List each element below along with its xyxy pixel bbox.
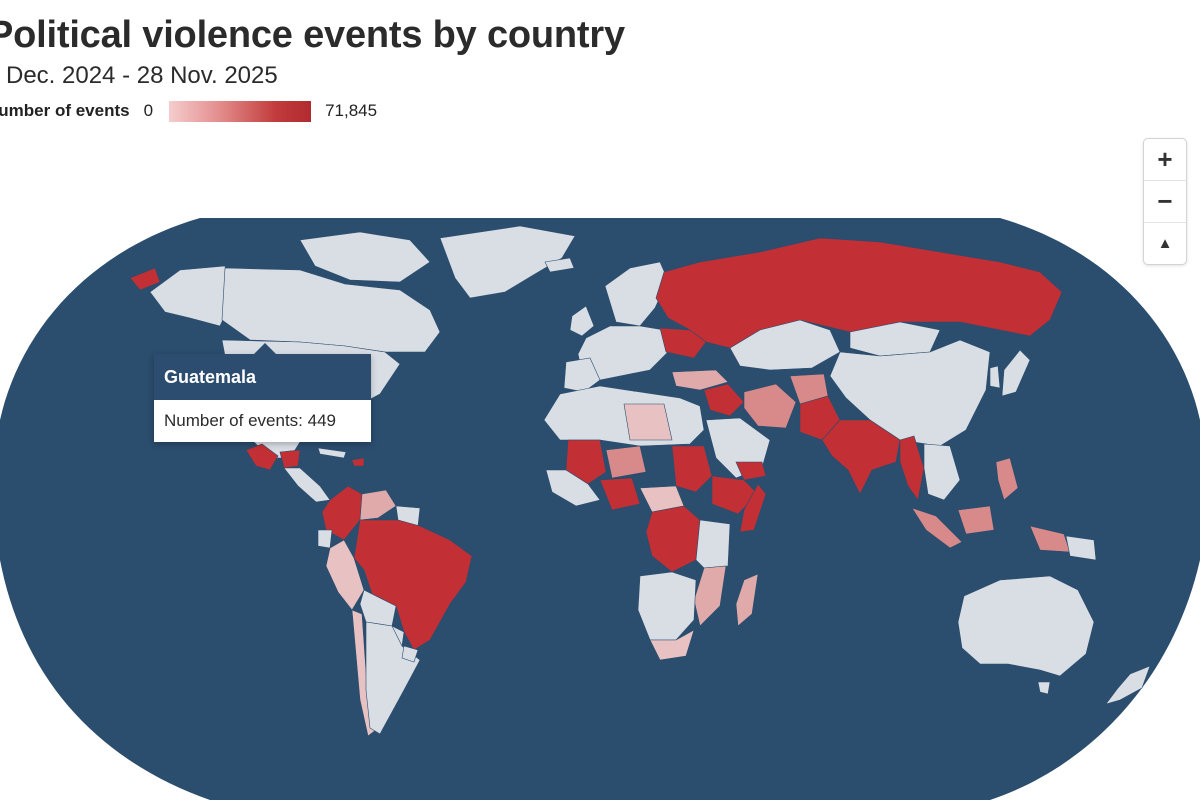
country-australia[interactable] bbox=[957, 575, 1095, 677]
legend-gradient-bar bbox=[169, 100, 312, 122]
country-tasmania[interactable] bbox=[1037, 681, 1051, 695]
country-indonesia-borneo[interactable] bbox=[957, 505, 995, 535]
compass-icon: ▲ bbox=[1157, 235, 1173, 252]
legend-title: Number of events bbox=[0, 101, 130, 120]
country-nigeria[interactable] bbox=[599, 477, 641, 511]
country-brazil[interactable] bbox=[353, 519, 473, 651]
country-iceland[interactable] bbox=[544, 257, 575, 273]
country-southeast-asia[interactable] bbox=[923, 443, 961, 501]
country-iran[interactable] bbox=[743, 383, 797, 429]
country-ukraine[interactable] bbox=[659, 327, 707, 359]
zoom-out-button[interactable]: − bbox=[1144, 181, 1186, 223]
map-title: Political violence events by country bbox=[0, 14, 625, 56]
country-madagascar[interactable] bbox=[735, 573, 759, 627]
zoom-in-button[interactable]: + bbox=[1144, 139, 1186, 181]
legend-min-label: 0 bbox=[143, 101, 154, 120]
country-new-zealand[interactable] bbox=[1105, 665, 1151, 705]
country-greenland[interactable] bbox=[439, 225, 576, 299]
country-peru[interactable] bbox=[325, 539, 365, 611]
country-south-africa[interactable] bbox=[649, 629, 695, 661]
country-libya[interactable] bbox=[623, 403, 673, 441]
tooltip-country-name: Guatemala bbox=[154, 354, 371, 400]
legend-max-label: 71,845 bbox=[325, 101, 378, 120]
country-japan[interactable] bbox=[1001, 349, 1031, 397]
country-canada-islands[interactable] bbox=[299, 231, 431, 283]
country-southern-africa[interactable] bbox=[637, 571, 697, 641]
country-cuba[interactable] bbox=[317, 447, 347, 459]
country-india[interactable] bbox=[821, 419, 901, 495]
country-ecuador[interactable] bbox=[317, 529, 333, 549]
country-venezuela[interactable] bbox=[359, 489, 397, 521]
country-drc[interactable] bbox=[645, 505, 701, 573]
country-yemen[interactable] bbox=[735, 461, 767, 481]
country-mozambique[interactable] bbox=[693, 565, 727, 627]
country-china[interactable] bbox=[829, 339, 991, 447]
country-syria-iraq[interactable] bbox=[703, 383, 745, 417]
country-korea[interactable] bbox=[989, 365, 1001, 389]
country-honduras[interactable] bbox=[279, 449, 301, 469]
country-png[interactable] bbox=[1065, 535, 1097, 561]
color-legend: Number of events 0 71,845 bbox=[0, 99, 377, 123]
country-uk[interactable] bbox=[569, 305, 595, 337]
zoom-controls: + − ▲ bbox=[1143, 138, 1187, 265]
country-somalia[interactable] bbox=[739, 483, 767, 533]
minus-icon: − bbox=[1157, 186, 1173, 216]
country-russia-west-tip[interactable] bbox=[129, 267, 161, 291]
country-russia[interactable] bbox=[655, 237, 1063, 349]
country-myanmar[interactable] bbox=[899, 435, 925, 501]
country-niger[interactable] bbox=[605, 445, 647, 479]
reset-north-button[interactable]: ▲ bbox=[1144, 223, 1186, 264]
country-kenya-tanzania[interactable] bbox=[695, 519, 731, 569]
country-uruguay[interactable] bbox=[401, 645, 419, 663]
country-tooltip: Guatemala Number of events: 449 bbox=[154, 343, 371, 442]
country-mali[interactable] bbox=[565, 439, 607, 485]
country-canada[interactable] bbox=[221, 267, 441, 353]
country-west-africa[interactable] bbox=[545, 469, 601, 507]
country-colombia[interactable] bbox=[321, 485, 363, 541]
map-subtitle: Dec. 2024 - 28 Nov. 2025 bbox=[6, 62, 278, 89]
country-iberia[interactable] bbox=[563, 357, 601, 393]
country-philippines[interactable] bbox=[995, 457, 1019, 501]
country-guatemala[interactable] bbox=[245, 443, 279, 471]
tooltip-event-count: Number of events: 449 bbox=[164, 411, 336, 430]
plus-icon: + bbox=[1157, 144, 1173, 174]
country-sudan[interactable] bbox=[671, 445, 713, 493]
country-turkey[interactable] bbox=[671, 369, 729, 391]
country-haiti[interactable] bbox=[351, 457, 365, 467]
country-indonesia-sumatra[interactable] bbox=[911, 507, 963, 549]
